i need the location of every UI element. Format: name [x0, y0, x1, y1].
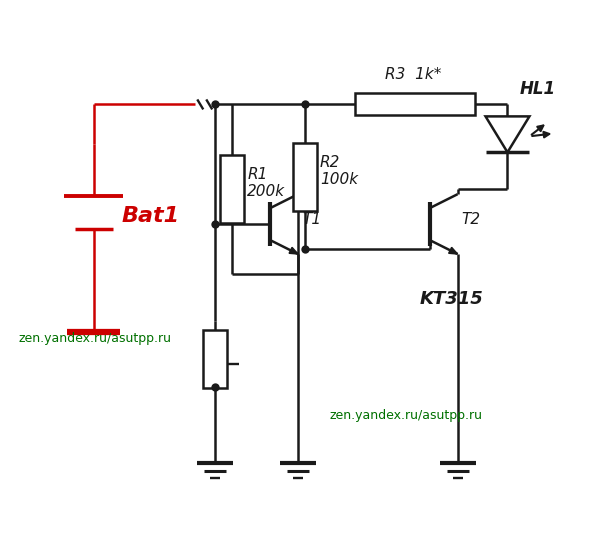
Text: T2: T2 — [462, 211, 481, 226]
Bar — [293, 143, 317, 210]
Text: zen.yandex.ru/asutpp.ru: zen.yandex.ru/asutpp.ru — [19, 332, 172, 345]
Text: R1
200k: R1 200k — [247, 167, 286, 199]
Polygon shape — [449, 247, 457, 254]
Polygon shape — [486, 116, 529, 152]
Bar — [203, 330, 227, 388]
Bar — [355, 93, 475, 115]
Text: HL1: HL1 — [519, 81, 556, 98]
Text: KT315: KT315 — [420, 290, 483, 308]
Text: T1: T1 — [302, 211, 321, 226]
Text: zen.yandex.ru/asutpp.ru: zen.yandex.ru/asutpp.ru — [330, 409, 483, 422]
Text: R2
100k: R2 100k — [320, 154, 358, 187]
Text: R3  1k*: R3 1k* — [385, 67, 441, 82]
Bar — [220, 155, 244, 223]
Text: Bat1: Bat1 — [122, 206, 180, 226]
Polygon shape — [289, 247, 298, 254]
